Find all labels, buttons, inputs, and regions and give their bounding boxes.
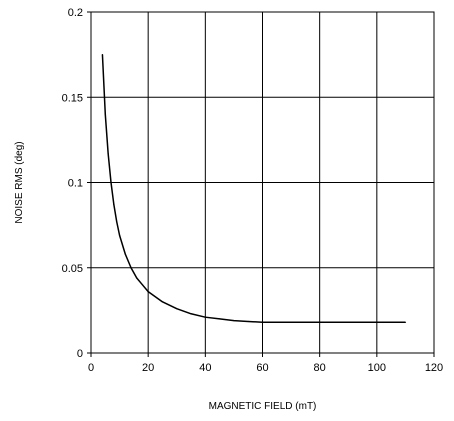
- data-point: [319, 321, 321, 323]
- y-tick-label: 0.05: [62, 263, 83, 275]
- x-tick-label: 60: [256, 362, 268, 374]
- data-point: [130, 267, 132, 269]
- data-point: [176, 308, 178, 310]
- x-tick-label: 40: [199, 362, 211, 374]
- data-point: [376, 321, 378, 323]
- data-point: [290, 321, 292, 323]
- data-point: [101, 54, 104, 56]
- x-tick-label: 120: [425, 362, 443, 374]
- plot-area: [101, 54, 407, 324]
- y-tick-label: 0.2: [68, 7, 83, 19]
- data-point: [136, 277, 138, 279]
- x-axis: 0 20 40 60 80 100 120: [88, 353, 443, 374]
- data-point: [141, 284, 144, 286]
- data-point: [247, 320, 249, 323]
- data-point: [116, 221, 118, 223]
- data-point: [147, 291, 149, 293]
- data-point: [104, 113, 106, 115]
- data-point: [261, 321, 264, 323]
- data-point: [118, 234, 121, 236]
- data-point: [347, 321, 349, 323]
- data-point: [107, 152, 109, 155]
- grid: [91, 12, 434, 353]
- x-tick-label: 0: [88, 362, 94, 374]
- data-point: [233, 320, 235, 322]
- x-tick-label: 20: [142, 362, 154, 374]
- data-point: [110, 181, 112, 184]
- data-point: [161, 301, 164, 303]
- data-point: [124, 253, 126, 255]
- data-point: [113, 204, 115, 206]
- data-point: [190, 313, 192, 315]
- data-point: [219, 318, 221, 320]
- x-axis-label: MAGNETIC FIELD (mT): [209, 401, 317, 412]
- y-tick-label: 0: [77, 348, 83, 360]
- x-tick-label: 100: [368, 362, 386, 374]
- data-point: [404, 321, 407, 323]
- data-point: [204, 316, 206, 318]
- y-axis: 0 0.05 0.1 0.15 0.2: [62, 7, 91, 360]
- x-tick-label: 80: [314, 362, 326, 374]
- y-axis-label: NOISE RMS (deg): [14, 141, 25, 223]
- y-tick-label: 0.1: [68, 178, 83, 190]
- y-tick-label: 0.15: [62, 92, 83, 104]
